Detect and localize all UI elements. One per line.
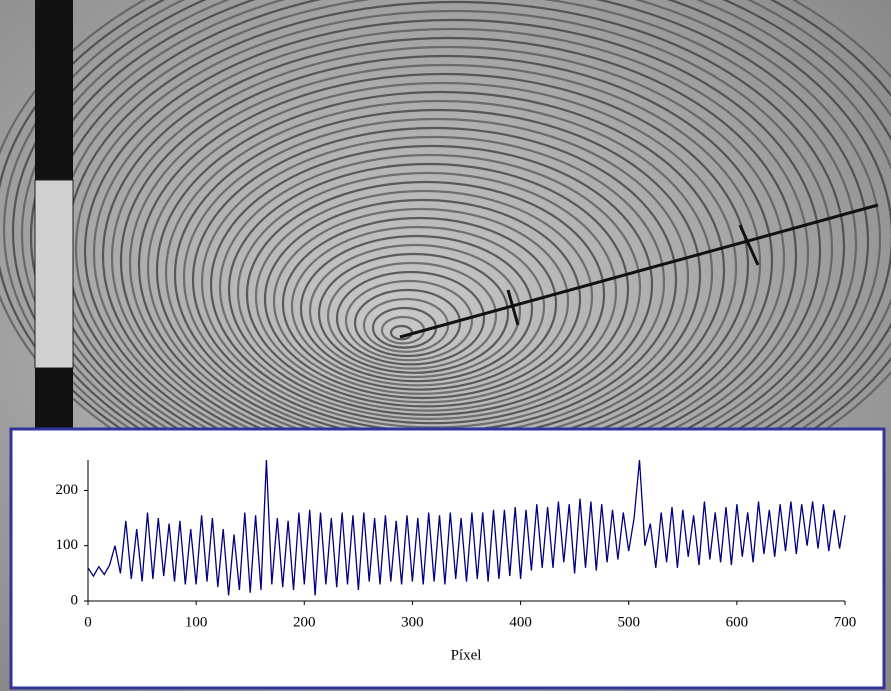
x-tick-label: 100	[185, 614, 208, 630]
x-tick-label: 600	[726, 614, 749, 630]
x-tick-label: 400	[509, 614, 532, 630]
ruler-dark	[35, 0, 73, 180]
x-tick-label: 500	[617, 614, 640, 630]
x-tick-label: 300	[401, 614, 424, 630]
y-tick-label: 0	[71, 592, 79, 608]
x-tick-label: 700	[834, 614, 857, 630]
y-tick-label: 100	[56, 537, 79, 553]
ruler-dark	[35, 368, 73, 430]
x-axis-label: Píxel	[451, 647, 482, 663]
ruler-light	[35, 180, 73, 368]
figure: Píxel 0 100 200 0 100 200 300 400 500 600 700	[0, 0, 891, 691]
x-tick-label: 0	[84, 614, 92, 630]
x-tick-label: 200	[293, 614, 316, 630]
y-tick-label: 200	[56, 482, 79, 498]
